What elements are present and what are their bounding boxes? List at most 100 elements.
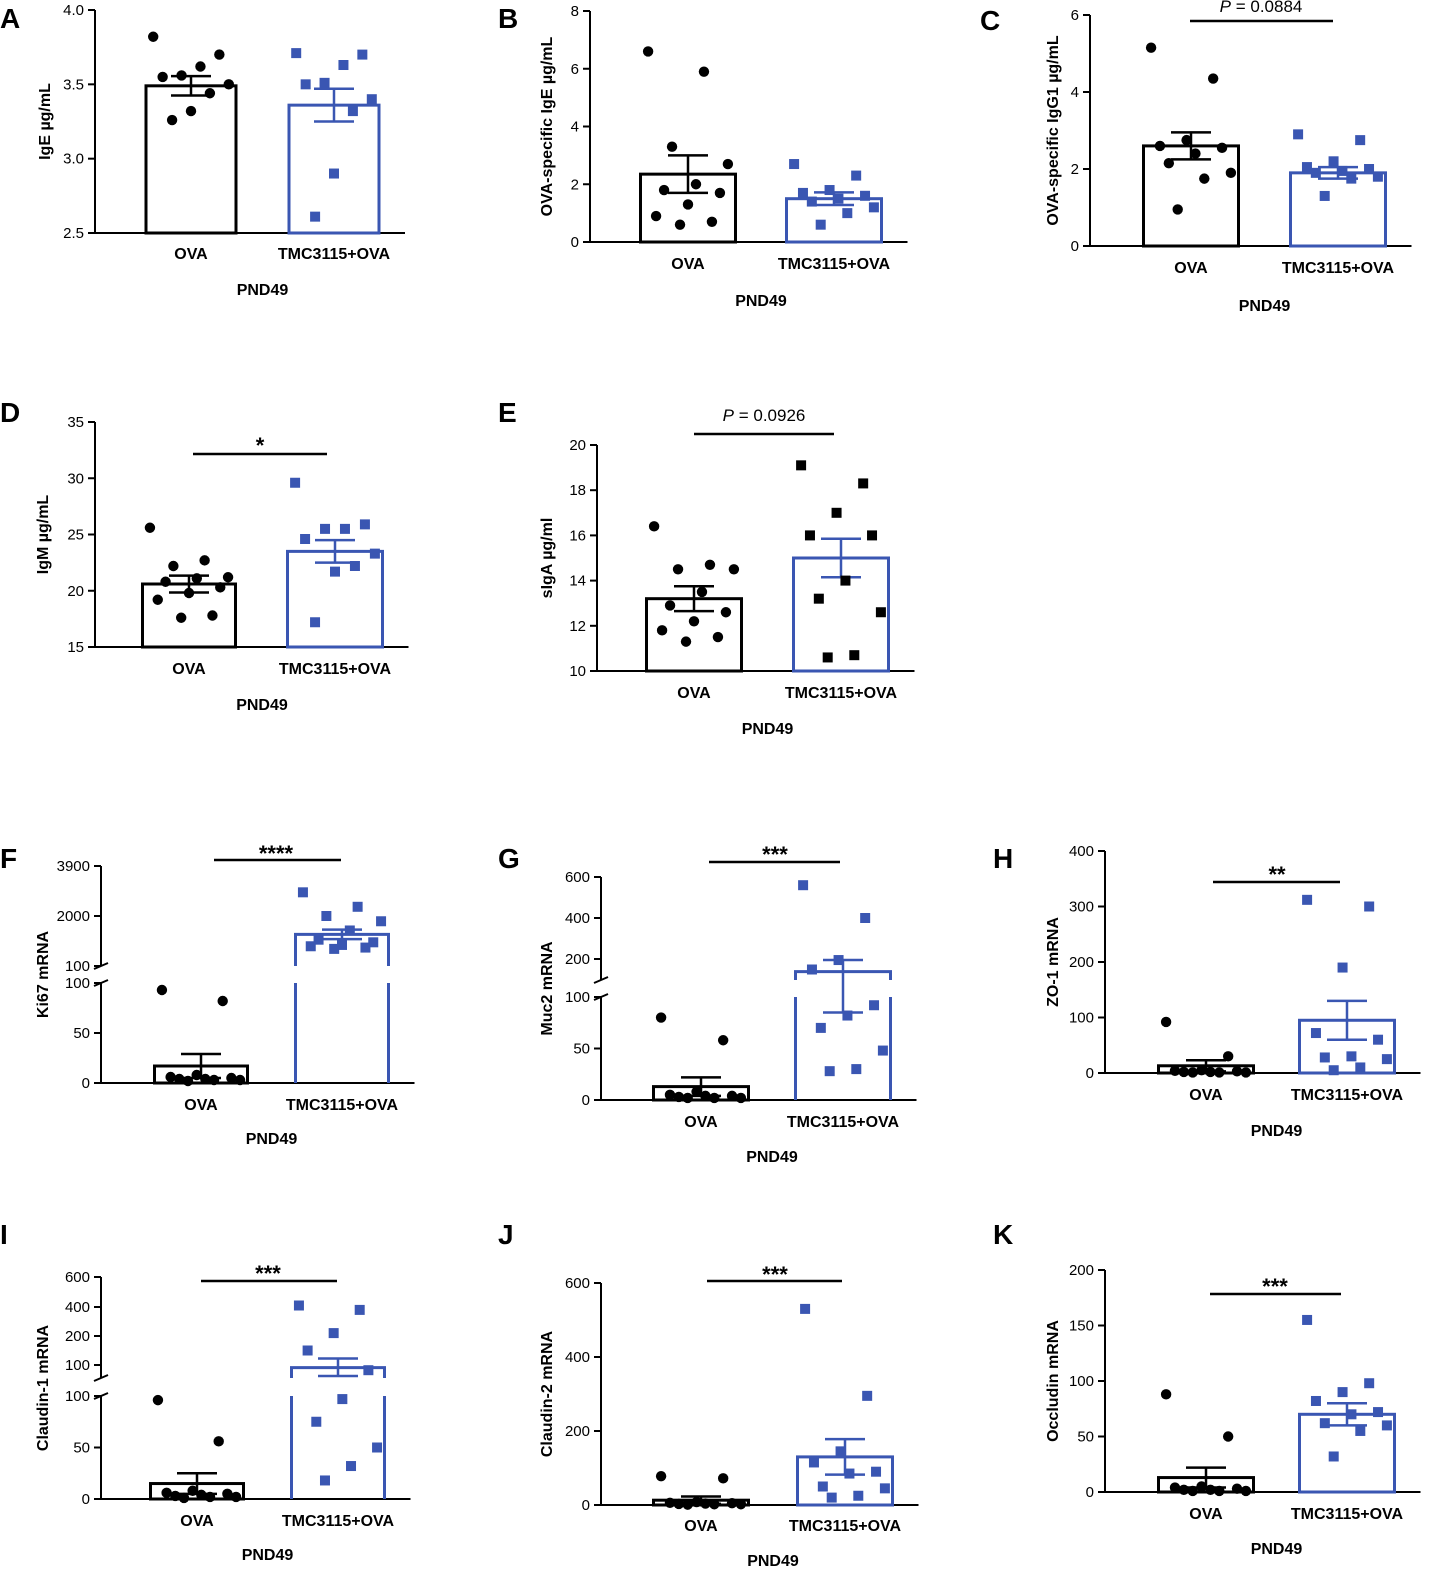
data-point-tmc <box>346 1461 357 1472</box>
data-point-ova <box>664 1089 676 1101</box>
data-point-tmc <box>1337 1387 1348 1398</box>
data-point-tmc <box>305 941 316 952</box>
data-point-ova <box>1196 1065 1207 1076</box>
data-point-tmc <box>833 193 844 204</box>
y-tick-label: 200 <box>565 951 590 968</box>
x-category-label: TMC3115+OVA <box>282 1513 395 1530</box>
data-point-tmc <box>842 1010 853 1021</box>
y-tick-label: 0 <box>82 1491 90 1508</box>
x-category-label: TMC3115+OVA <box>1291 1087 1404 1104</box>
data-point-tmc <box>840 575 851 586</box>
data-point-ova <box>656 625 668 636</box>
x-axis-title: PND49 <box>1251 1541 1303 1558</box>
data-point-tmc <box>319 1475 330 1486</box>
x-axis-title: PND49 <box>1251 1123 1303 1140</box>
y-axis-title: Ki67 mRNA <box>35 930 52 1018</box>
x-axis-title: PND49 <box>742 721 794 738</box>
y-tick-label: 20 <box>569 437 586 454</box>
y-tick-label: 600 <box>65 1269 90 1286</box>
significance-stars: *** <box>762 1262 788 1287</box>
data-point-ova <box>1178 1484 1190 1495</box>
data-point-tmc <box>313 934 324 945</box>
data-point-tmc <box>833 955 844 966</box>
data-point-ova <box>672 564 684 575</box>
x-axis-title: PND49 <box>242 1547 294 1564</box>
data-point-ova <box>1190 148 1201 159</box>
data-point-ova <box>182 1075 194 1087</box>
data-point-tmc <box>1302 894 1313 905</box>
data-point-ova <box>160 576 171 587</box>
data-point-ova <box>1207 73 1219 84</box>
data-point-ova <box>152 1394 164 1406</box>
y-tick-label: 14 <box>569 573 586 590</box>
y-axis-title: Muc2 mRNA <box>539 941 556 1036</box>
y-tick-label: 4.0 <box>63 2 84 19</box>
y-tick-label: 600 <box>565 1275 590 1292</box>
data-point-tmc <box>815 1022 826 1033</box>
data-point-ova <box>183 587 195 599</box>
data-point-tmc <box>1293 129 1304 140</box>
bar-tmc <box>794 997 892 1100</box>
data-point-tmc <box>1319 1052 1330 1063</box>
y-tick-label: 4 <box>571 119 579 136</box>
y-tick-label: 0 <box>1086 1065 1094 1082</box>
y-tick-label: 3.5 <box>63 76 84 93</box>
data-point-ova <box>1181 134 1192 146</box>
data-point-ova <box>1172 204 1183 215</box>
data-point-ova <box>148 31 159 42</box>
y-tick-label: 0 <box>571 234 579 251</box>
data-point-tmc <box>1355 1425 1366 1436</box>
y-tick-label: 20 <box>67 583 84 600</box>
data-point-ova <box>152 594 163 605</box>
bar-tmc <box>286 549 384 649</box>
panel-letter: I <box>0 1219 8 1250</box>
x-category-label: OVA <box>174 246 208 263</box>
y-tick-label: 35 <box>67 414 84 431</box>
data-point-ova <box>175 612 187 623</box>
panel-g: G 0 50 100 200 400 600 OVA TMC3115+OVA PND49 Muc2 … <box>498 842 917 1166</box>
data-point-ova <box>187 1485 198 1496</box>
x-category-label: OVA <box>1174 260 1208 277</box>
data-point-ova <box>664 1497 676 1508</box>
y-tick-label: 6 <box>571 61 579 78</box>
data-point-ova <box>728 564 740 575</box>
data-point-ova <box>1205 1484 1216 1495</box>
data-point-ova <box>698 66 710 77</box>
data-point-tmc <box>338 60 349 71</box>
data-point-ova <box>204 88 216 99</box>
data-point-ova <box>1214 1485 1225 1497</box>
panel-letter: C <box>980 5 1000 36</box>
y-tick-label: 100 <box>1069 1010 1094 1027</box>
data-point-ova <box>166 114 178 126</box>
data-point-ova <box>1187 1067 1198 1078</box>
x-category-label: TMC3115+OVA <box>279 661 392 678</box>
data-point-tmc <box>1310 1028 1321 1039</box>
data-point-tmc <box>1373 1034 1384 1045</box>
data-point-ova <box>674 219 686 230</box>
data-point-tmc <box>1355 135 1366 146</box>
data-point-tmc <box>842 208 853 219</box>
data-point-tmc <box>344 925 355 936</box>
data-point-ova <box>1154 140 1166 152</box>
panel-e: E 10 12 14 16 18 20 OVA TMC3115+OVA PND49 sIgA µg/… <box>498 397 915 738</box>
data-point-ova <box>165 1071 176 1083</box>
panel-letter: E <box>498 397 517 428</box>
data-point-tmc <box>851 1064 862 1075</box>
data-point-tmc <box>1372 171 1383 182</box>
data-point-tmc <box>366 94 377 105</box>
data-point-tmc <box>1381 1054 1392 1065</box>
data-point-ova <box>230 1491 242 1503</box>
data-point-ova <box>673 1498 685 1510</box>
bar-tmc <box>1289 171 1387 248</box>
panel-letter: H <box>993 843 1013 874</box>
data-point-ova <box>217 995 228 1007</box>
axis-break-mark <box>593 976 609 984</box>
data-point-tmc <box>1364 164 1375 174</box>
y-tick-label: 2 <box>1071 161 1079 178</box>
data-point-ova <box>726 1090 738 1102</box>
y-axis-title: ZO-1 mRNA <box>1045 917 1062 1007</box>
data-point-ova <box>1160 1389 1172 1400</box>
x-category-label: TMC3115+OVA <box>789 1518 902 1535</box>
x-category-label: OVA <box>180 1513 214 1530</box>
